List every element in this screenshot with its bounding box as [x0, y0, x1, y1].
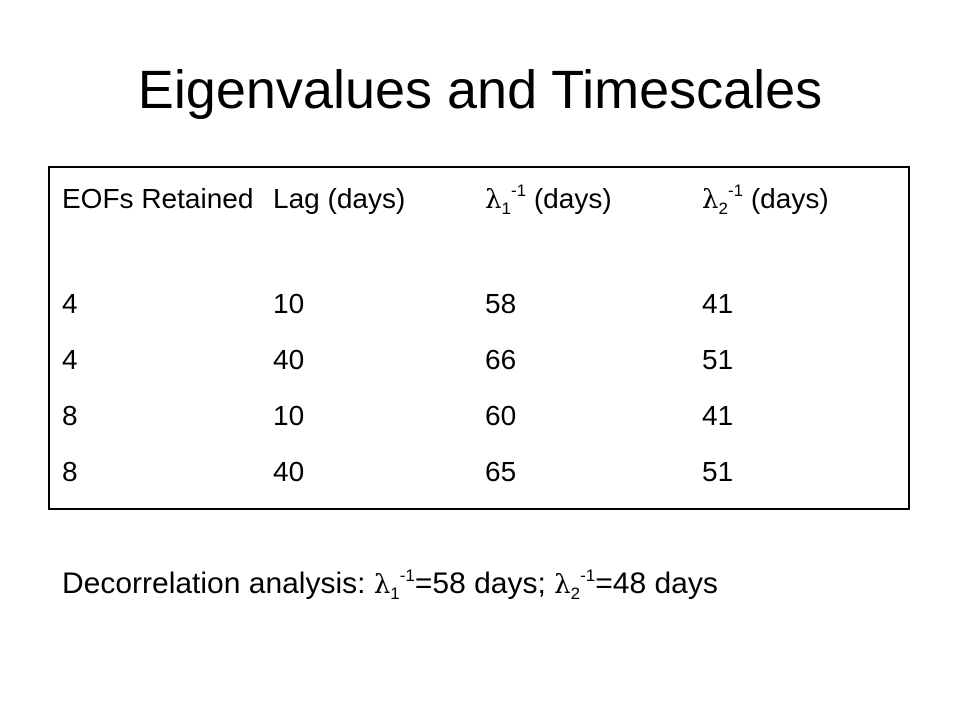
table-cell: 10	[273, 288, 305, 319]
header-eofs-retained: EOFs Retained	[62, 183, 254, 214]
header-unit: (days)	[533, 183, 612, 214]
lambda-subscript: 2	[718, 199, 728, 218]
lambda-symbol: λ	[373, 570, 391, 600]
table-cell: 8	[62, 400, 78, 431]
lambda-symbol: λ	[485, 185, 502, 215]
lambda-symbol: λ	[702, 185, 719, 215]
table-row: 4 40 66 51	[50, 334, 908, 390]
table-cell: 65	[485, 456, 517, 487]
lambda-subscript: 2	[570, 584, 581, 603]
table-cell: 58	[485, 288, 517, 319]
table-cell: 41	[702, 400, 734, 431]
decorrelation-note: Decorrelation analysis: λ1-1=58 days; λ2…	[62, 566, 718, 603]
table-cell: 40	[273, 344, 305, 375]
timescales-table: EOFs Retained Lag (days) λ1-1 (days) λ2-…	[48, 166, 910, 510]
table-row: 4 10 58 41	[50, 278, 908, 334]
lambda-subscript: 1	[390, 584, 400, 603]
table-cell: 41	[702, 288, 734, 319]
table-cell: 66	[485, 344, 517, 375]
table-cell: 51	[702, 456, 734, 487]
lambda-superscript: -1	[510, 181, 527, 200]
table-cell: 60	[485, 400, 517, 431]
data-table: EOFs Retained Lag (days) λ1-1 (days) λ2-…	[50, 168, 908, 502]
note-prefix: Decorrelation analysis:	[62, 567, 374, 600]
lambda-superscript: -1	[727, 181, 744, 200]
note-value: =58 days;	[414, 567, 555, 600]
table-cell: 4	[62, 288, 78, 319]
table-cell: 40	[273, 456, 305, 487]
header-unit: (days)	[750, 183, 829, 214]
table-cell: 4	[62, 344, 78, 375]
table-row: 8 10 60 41	[50, 390, 908, 446]
lambda-symbol: λ	[554, 570, 571, 600]
slide-title: Eigenvalues and Timescales	[137, 60, 823, 120]
header-lag: Lag (days)	[273, 183, 406, 214]
note-value: =48 days	[595, 567, 718, 600]
table-header-row: EOFs Retained Lag (days) λ1-1 (days) λ2-…	[50, 168, 908, 278]
table-row: 8 40 65 51	[50, 446, 908, 502]
lambda-superscript: -1	[399, 566, 415, 585]
header-lambda1: λ1-1 (days)	[473, 168, 690, 278]
table-cell: 8	[62, 456, 78, 487]
lambda-superscript: -1	[580, 566, 596, 585]
table-cell: 10	[273, 400, 305, 431]
header-lambda2: λ2-1 (days)	[690, 168, 908, 278]
table-cell: 51	[702, 344, 734, 375]
lambda-subscript: 1	[501, 199, 511, 218]
